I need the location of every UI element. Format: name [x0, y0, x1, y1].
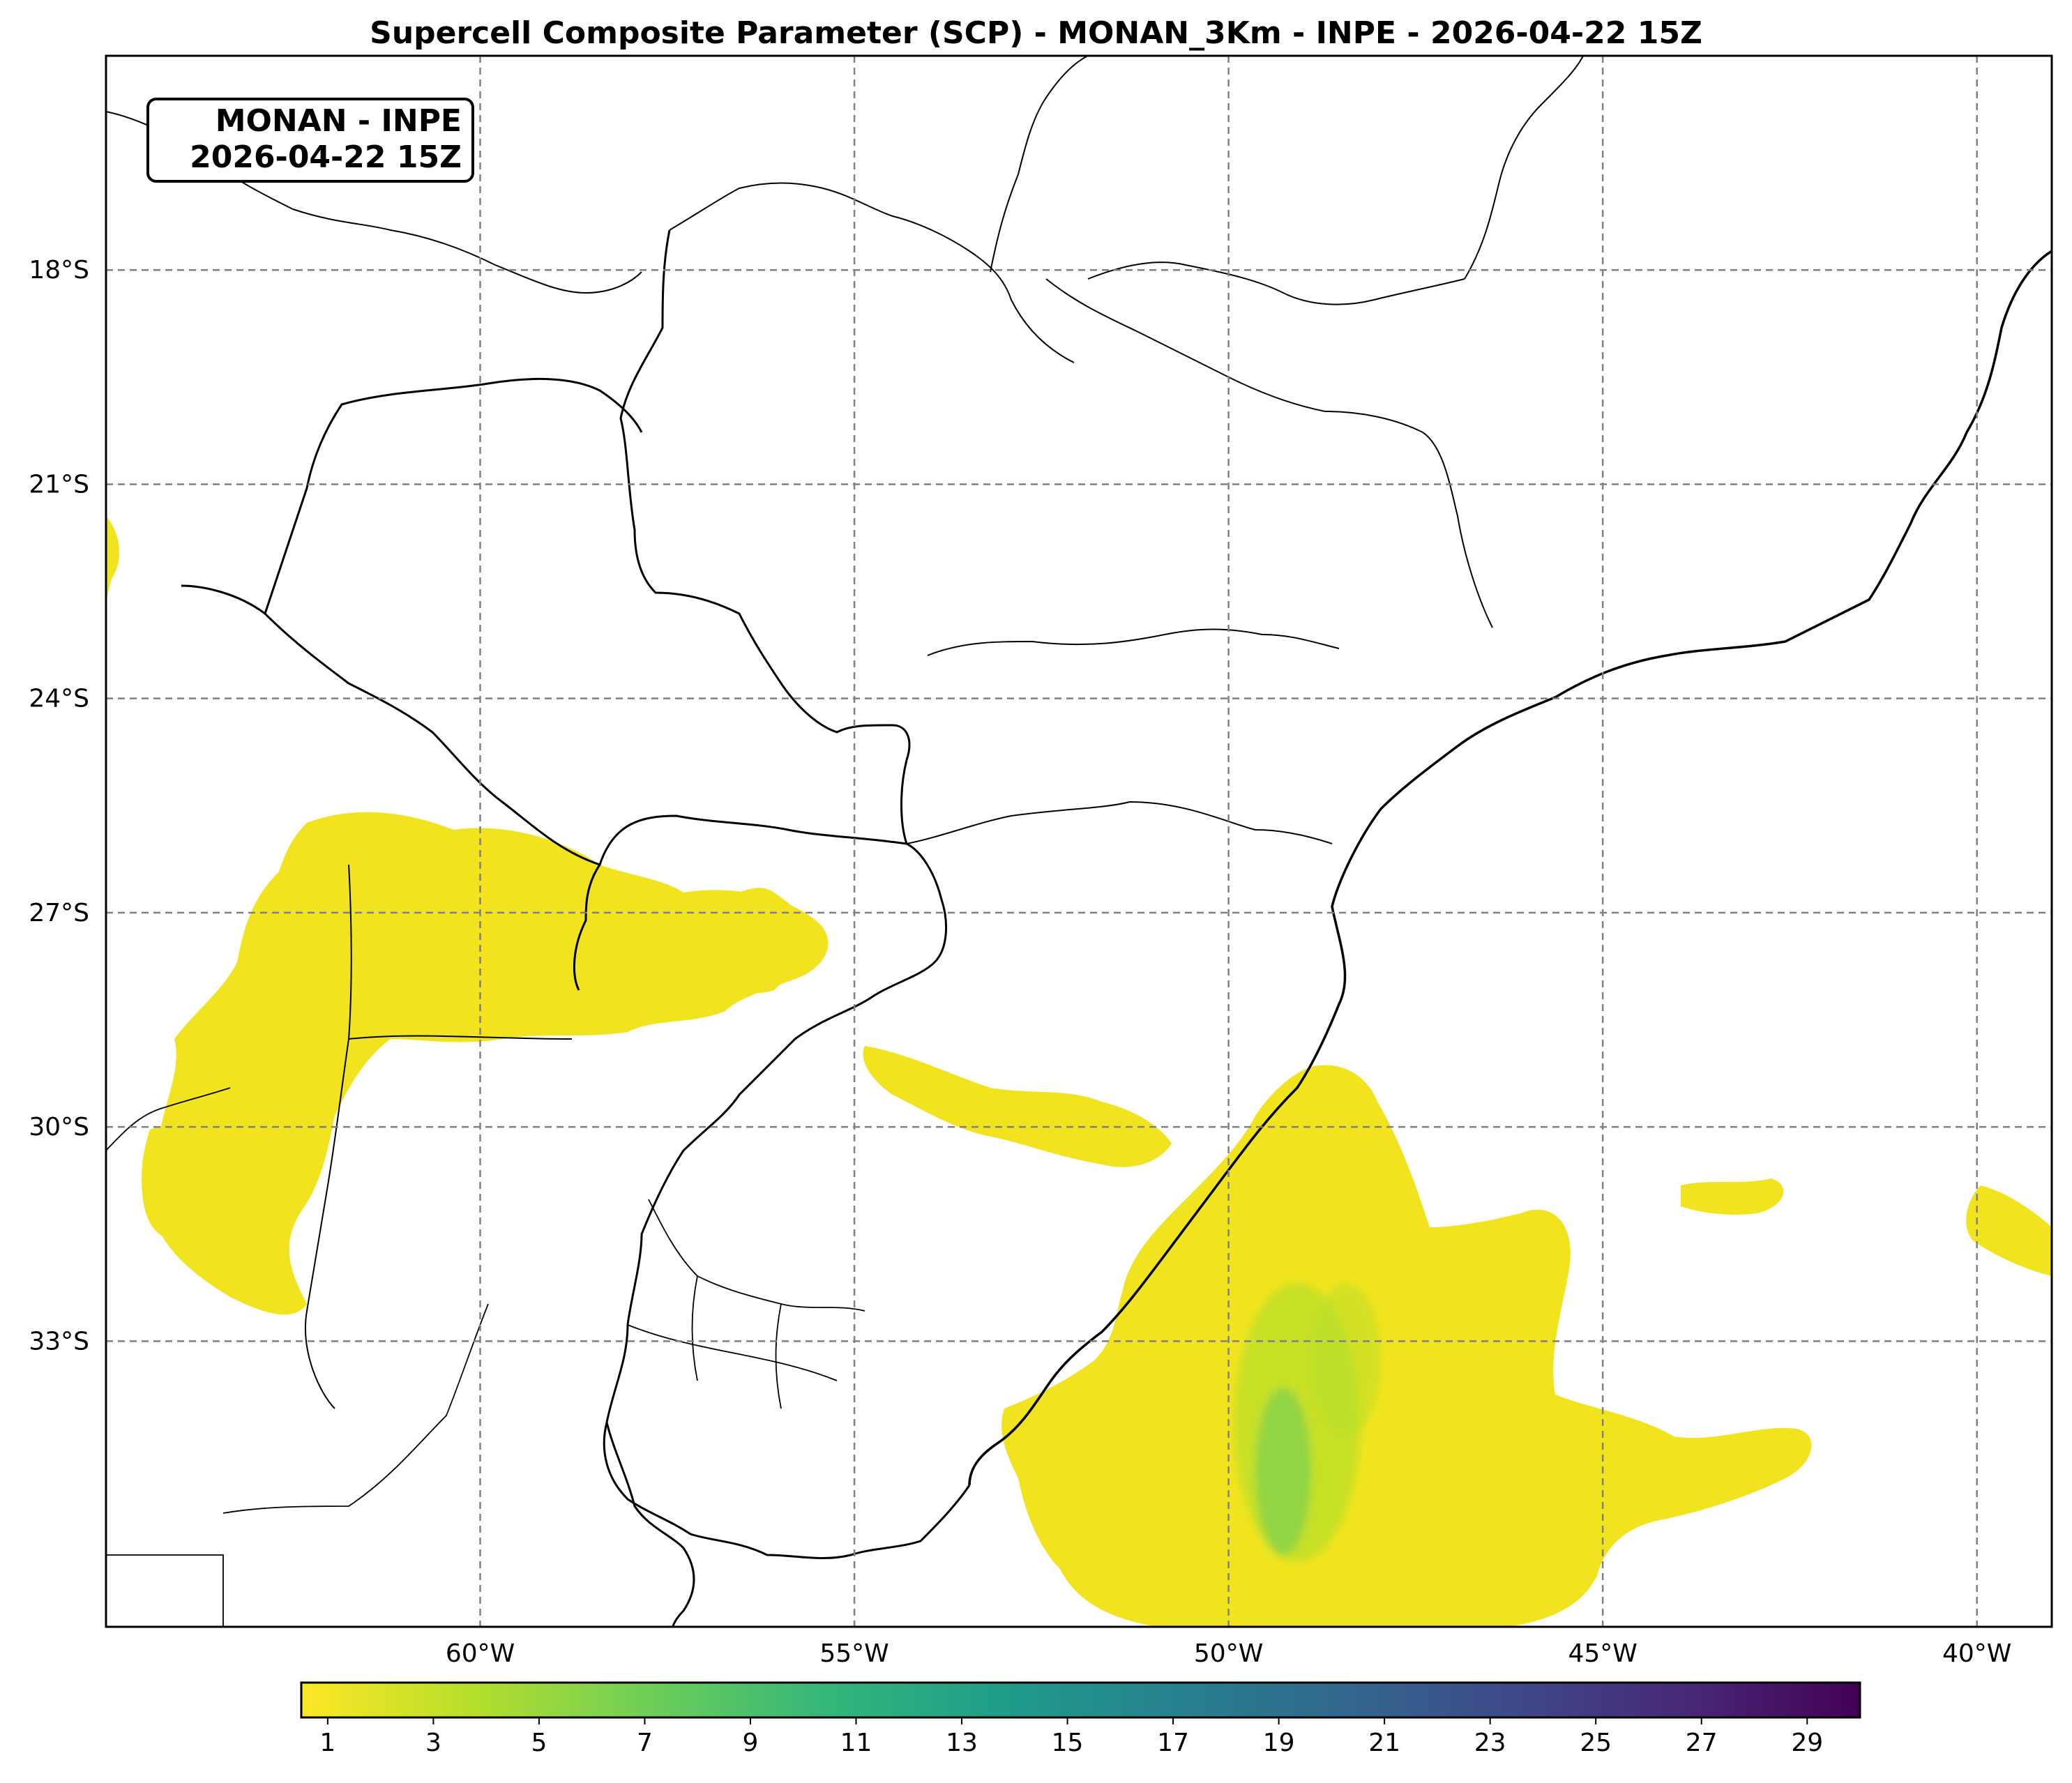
border-paraguay-brazil — [619, 229, 911, 844]
lat-tick-label: 30°S — [29, 1113, 89, 1141]
colorbar-ticks: 1 3 5 7 9 11 13 15 17 19 21 23 25 27 29 — [319, 1717, 1823, 1757]
colorbar-tick-label: 23 — [1474, 1729, 1506, 1757]
lon-tick-label: 40°W — [1942, 1639, 2011, 1668]
border-uruguay-internal — [627, 1199, 865, 1409]
colorbar-frame — [300, 1681, 1861, 1719]
date-stamp-box: MONAN - INPE 2026-04-22 15Z — [146, 98, 474, 183]
border-paraguay-argentina — [181, 584, 907, 991]
colorbar-tick-label: 9 — [743, 1729, 759, 1757]
scp-area-west-edge — [106, 516, 120, 607]
colorbar-bar — [301, 1683, 1860, 1717]
scp-area-east-ocean — [1966, 1185, 2052, 1276]
map-title: Supercell Composite Parameter (SCP) - MO… — [370, 15, 1702, 51]
colorbar-tick-label: 11 — [840, 1729, 872, 1757]
colorbar-tick-label: 17 — [1157, 1729, 1189, 1757]
lat-tick-labels: 18°S 21°S 24°S 27°S 30°S 33°S — [29, 256, 89, 1356]
border-uruguay-lagoa — [603, 1422, 971, 1559]
map-frame — [105, 54, 2053, 1628]
border-argentina-interior — [305, 864, 573, 1409]
colorbar-tick-label: 3 — [425, 1729, 441, 1757]
scp-field — [106, 516, 2052, 1627]
lon-tick-label: 50°W — [1194, 1639, 1263, 1668]
border-buenos-aires — [605, 1422, 695, 1627]
border-north-states — [669, 56, 1584, 363]
coastline — [968, 250, 2052, 1486]
lon-tick-label: 55°W — [819, 1639, 888, 1668]
lat-tick-label: 21°S — [29, 470, 89, 499]
lon-tick-labels: 60°W 55°W 50°W 45°W 40°W — [446, 1639, 2012, 1668]
stamp-line-1: MONAN - INPE — [215, 103, 462, 139]
scp-field-core — [1234, 1283, 1381, 1562]
colorbar-tick-label: 5 — [531, 1729, 547, 1757]
lat-tick-label: 27°S — [29, 899, 89, 927]
gridlines — [106, 56, 2052, 1627]
scp-area-east-scatter — [1681, 1178, 1784, 1215]
colorbar-tick-label: 21 — [1368, 1729, 1400, 1757]
border-brazil-argentina — [605, 842, 948, 1423]
political-boundaries — [106, 56, 2052, 1627]
scp-area-misiones — [697, 888, 823, 993]
lon-tick-label: 60°W — [446, 1639, 515, 1668]
colorbar-tick-label: 29 — [1791, 1729, 1823, 1757]
colorbar-tick-label: 13 — [946, 1729, 978, 1757]
lat-tick-label: 18°S — [29, 256, 89, 284]
border-states-brazil — [906, 261, 1493, 844]
colorbar: 1 3 5 7 9 11 13 15 17 19 21 23 25 27 29 — [300, 1681, 1861, 1757]
scp-area-rs-band — [863, 1046, 1172, 1167]
colorbar-tick-label: 1 — [319, 1729, 335, 1757]
scp-area-south-plume — [1001, 1065, 1812, 1627]
colorbar-tick-label: 27 — [1686, 1729, 1718, 1757]
border-argentina-south — [106, 1087, 489, 1627]
border-bolivia-paraguay — [264, 377, 643, 614]
lat-tick-label: 33°S — [29, 1327, 89, 1356]
stamp-line-2: 2026-04-22 15Z — [190, 139, 462, 175]
lat-tick-label: 24°S — [29, 685, 89, 713]
colorbar-tick-label: 15 — [1052, 1729, 1084, 1757]
scp-area-west-tongue — [142, 1125, 230, 1241]
colorbar-tick-label: 7 — [637, 1729, 653, 1757]
colorbar-tick-label: 19 — [1263, 1729, 1295, 1757]
scp-area-northwest — [151, 812, 829, 1315]
colorbar-tick-label: 25 — [1580, 1729, 1612, 1757]
lon-tick-label: 45°W — [1568, 1639, 1637, 1668]
